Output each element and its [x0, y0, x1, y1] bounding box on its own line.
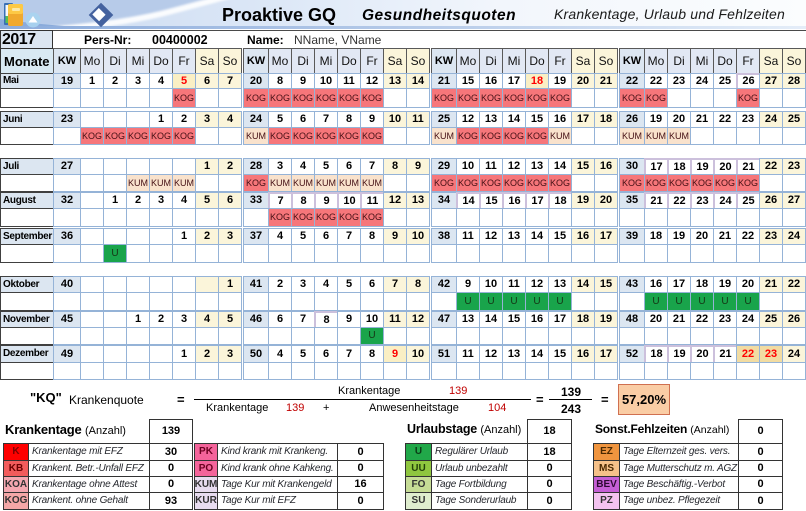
svg-text:Krankentage, Urlaub und Fehlze: Krankentage, Urlaub und Fehlzeiten — [554, 6, 785, 22]
svg-text:Gesundheitsquoten: Gesundheitsquoten — [362, 7, 516, 24]
svg-text:Proaktive GQ: Proaktive GQ — [222, 5, 336, 25]
